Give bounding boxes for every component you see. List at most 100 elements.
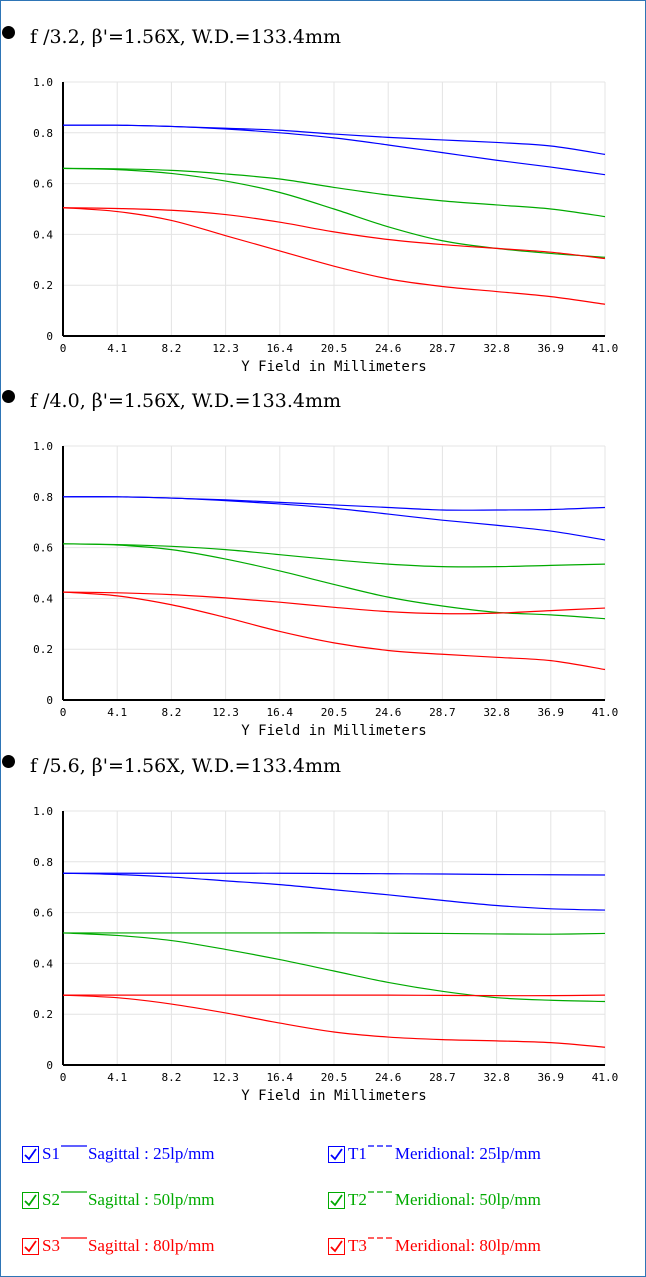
legend-label: Sagittal : 25lp/mm (87, 1144, 215, 1163)
x-tick-label: 41.0 (592, 706, 619, 719)
dashed-line-icon (367, 1191, 394, 1193)
x-tick-label: 20.5 (321, 1071, 348, 1084)
series-line-t2 (62, 932, 606, 1003)
chart-heading-2-text: f /4.0, β'=1.56X, W.D.=133.4mm (30, 390, 341, 412)
x-tick-label: 24.6 (375, 342, 402, 355)
mtf-chart-2: 0 0.2 0.4 0.6 0.8 1.0 0 4.1 8.2 12.3 16.4 20.5 24.6 2… (33, 440, 619, 739)
x-tick-label: 24.6 (375, 706, 402, 719)
x-tick-label: 12.3 (212, 706, 239, 719)
legend: S1 Sagittal : 25lp/mm T1 Meridional: 25lp/m… (0, 1136, 646, 1276)
grid (62, 445, 606, 701)
series-line-s2 (62, 167, 606, 218)
x-tick-label: 36.9 (538, 342, 565, 355)
y-tick-label: 0.2 (33, 643, 53, 656)
checkmark-icon (24, 1194, 37, 1207)
series-line-s1 (62, 872, 606, 876)
series-line-s3 (62, 207, 606, 260)
y-tick-label: 0.2 (33, 279, 53, 292)
x-tick-label: 28.7 (429, 342, 456, 355)
checkmark-icon (24, 1240, 37, 1253)
checkmark-icon (330, 1148, 343, 1161)
chart-heading-1: f /3.2, β'=1.56X, W.D.=133.4mm (2, 26, 341, 48)
x-tick-label: 12.3 (212, 342, 239, 355)
legend-code: S3 (42, 1236, 60, 1255)
legend-code: T2 (348, 1190, 367, 1209)
y-tick-label: 0.4 (33, 592, 53, 605)
x-tick-label: 0 (60, 1071, 67, 1084)
checkbox-icon[interactable] (328, 1146, 345, 1163)
x-tick-label: 32.8 (483, 706, 510, 719)
y-tick-label: 0.8 (33, 856, 53, 869)
solid-line-icon (60, 1145, 87, 1147)
legend-item-t1: T1 Meridional: 25lp/mm (328, 1144, 541, 1164)
y-tick-label: 0 (46, 694, 53, 707)
solid-line-icon (60, 1191, 87, 1193)
x-tick-label: 0 (60, 706, 67, 719)
x-tick-label: 41.0 (592, 342, 619, 355)
x-tick-label: 4.1 (107, 342, 127, 355)
series-line-t3 (62, 994, 606, 1048)
x-tick-label: 12.3 (212, 1071, 239, 1084)
chart-heading-2: f /4.0, β'=1.56X, W.D.=133.4mm (2, 390, 341, 412)
legend-label: Meridional: 50lp/mm (394, 1190, 541, 1209)
x-tick-label: 0 (60, 342, 67, 355)
y-tick-label: 1.0 (33, 76, 53, 89)
chart-heading-3: f /5.6, β'=1.56X, W.D.=133.4mm (2, 755, 341, 777)
y-tick-label: 0.8 (33, 127, 53, 140)
legend-label: Meridional: 25lp/mm (394, 1144, 541, 1163)
series-line-t1 (62, 496, 606, 541)
legend-code: S1 (42, 1144, 60, 1163)
dashed-line-icon (367, 1237, 394, 1239)
x-tick-label: 36.9 (538, 706, 565, 719)
checkbox-icon[interactable] (328, 1238, 345, 1255)
y-tick-label: 0.4 (33, 228, 53, 241)
chart-heading-1-text: f /3.2, β'=1.56X, W.D.=133.4mm (30, 26, 341, 48)
y-tick-label: 0.6 (33, 178, 53, 191)
legend-item-s2: S2 Sagittal : 50lp/mm (22, 1190, 215, 1210)
x-axis-label: Y Field in Millimeters (241, 723, 426, 739)
legend-label: Sagittal : 50lp/mm (87, 1190, 215, 1209)
x-tick-label: 24.6 (375, 1071, 402, 1084)
chart-heading-3-text: f /5.6, β'=1.56X, W.D.=133.4mm (30, 755, 341, 777)
x-tick-label: 32.8 (483, 342, 510, 355)
mtf-chart-3: 0 0.2 0.4 0.6 0.8 1.0 0 4.1 8.2 12.3 16.4 20.5 24.6 2… (33, 805, 618, 1104)
y-tick-label: 0.8 (33, 491, 53, 504)
checkbox-icon[interactable] (328, 1192, 345, 1209)
series-line-t2 (62, 543, 606, 620)
x-tick-label: 16.4 (267, 342, 294, 355)
legend-code: T3 (348, 1236, 367, 1255)
legend-code: T1 (348, 1144, 367, 1163)
checkbox-icon[interactable] (22, 1192, 39, 1209)
series-line-t1 (62, 124, 606, 176)
series-line-t3 (62, 591, 606, 671)
series-line-t1 (62, 872, 606, 911)
checkmark-icon (330, 1194, 343, 1207)
legend-item-s1: S1 Sagittal : 25lp/mm (22, 1144, 215, 1164)
x-tick-label: 36.9 (538, 1071, 565, 1084)
legend-label: Sagittal : 80lp/mm (87, 1236, 215, 1255)
x-tick-label: 8.2 (161, 342, 181, 355)
checkbox-icon[interactable] (22, 1146, 39, 1163)
y-tick-label: 0.2 (33, 1008, 53, 1021)
legend-label: Meridional: 80lp/mm (394, 1236, 541, 1255)
series-line-s2 (62, 543, 606, 568)
x-tick-label: 4.1 (107, 1071, 127, 1084)
checkbox-icon[interactable] (22, 1238, 39, 1255)
bullet-icon (2, 390, 15, 403)
legend-item-t3: T3 Meridional: 80lp/mm (328, 1236, 541, 1256)
x-tick-label: 20.5 (321, 706, 348, 719)
checkmark-icon (330, 1240, 343, 1253)
x-tick-label: 8.2 (161, 706, 181, 719)
x-axis-label: Y Field in Millimeters (241, 359, 426, 375)
y-tick-label: 1.0 (33, 440, 53, 453)
series-line-t3 (62, 207, 606, 305)
y-tick-label: 0 (46, 330, 53, 343)
legend-code: S2 (42, 1190, 60, 1209)
y-tick-label: 1.0 (33, 805, 53, 818)
bullet-icon (2, 26, 15, 39)
y-tick-label: 0.6 (33, 542, 53, 555)
y-tick-label: 0.6 (33, 907, 53, 920)
y-tick-label: 0.4 (33, 957, 53, 970)
y-tick-label: 0 (46, 1059, 53, 1072)
checkmark-icon (24, 1148, 37, 1161)
